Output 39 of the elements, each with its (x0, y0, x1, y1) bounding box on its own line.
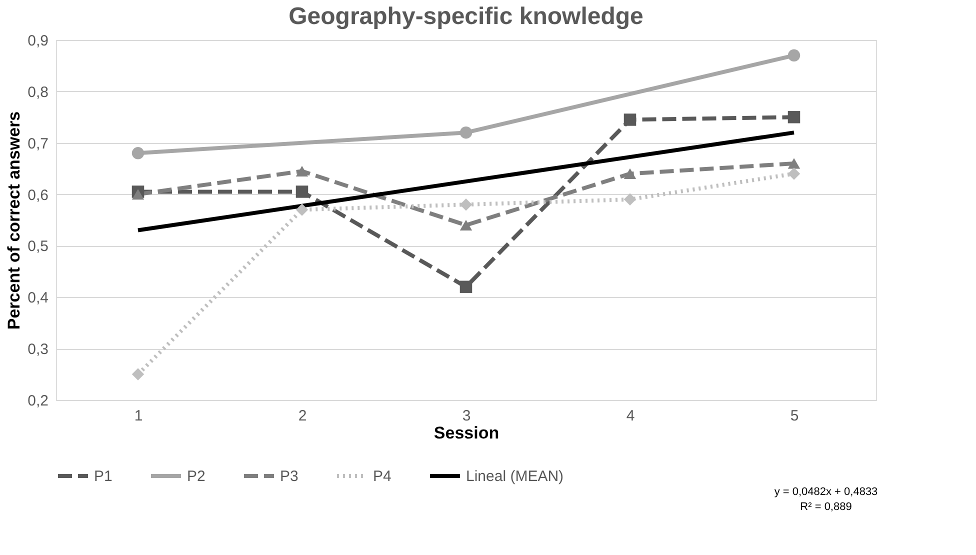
text: R² = 0,889 (800, 501, 852, 513)
x-tick-label: 3 (462, 408, 471, 424)
x-tick-label: 1 (134, 408, 143, 424)
y-tick-label: 0,6 (28, 186, 48, 204)
y-axis-title: Percent of correct answers (4, 111, 24, 330)
point (788, 158, 800, 169)
point (460, 126, 472, 139)
y-tick-label: 0,5 (28, 238, 48, 256)
legend-label: P1 (94, 468, 112, 485)
y-tick-label: 0,7 (28, 135, 48, 152)
point (788, 111, 800, 124)
point (460, 280, 472, 293)
y-tick-label: 0,4 (28, 290, 48, 307)
y-tick-label: 0,9 (28, 32, 48, 50)
point (624, 114, 636, 126)
point (296, 186, 308, 198)
point (296, 204, 308, 216)
x-tick-label: 2 (298, 408, 307, 424)
legend-label: P3 (280, 468, 298, 485)
x-tick-label: 4 (626, 408, 635, 424)
point (132, 188, 144, 200)
chart-title: Geography-specific knowledge (288, 3, 644, 30)
y-tick-label: 0,2 (28, 392, 48, 410)
x-axis-title: Session (434, 424, 500, 442)
legend-label: P2 (187, 468, 206, 485)
x-tick-label: 5 (790, 408, 799, 424)
point (624, 193, 636, 206)
point (296, 166, 308, 176)
point (460, 220, 472, 230)
y-tick-label: 0,3 (28, 341, 48, 358)
legend-label: P4 (373, 468, 392, 485)
legend-label: Lineal (MEAN) (466, 468, 564, 485)
point (132, 368, 144, 380)
text: y = 0,0482x + 0,4833 (774, 486, 878, 498)
point (132, 147, 144, 160)
point (788, 168, 800, 180)
y-tick-label: 0,8 (28, 84, 48, 101)
point (624, 168, 636, 180)
point (788, 49, 800, 62)
